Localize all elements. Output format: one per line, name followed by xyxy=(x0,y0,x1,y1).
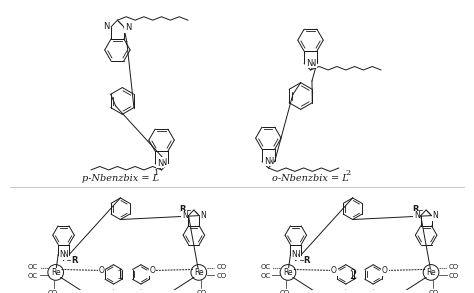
Text: 2: 2 xyxy=(345,168,350,177)
Text: N: N xyxy=(432,211,438,220)
Text: o-Nbenzbix = L: o-Nbenzbix = L xyxy=(272,174,349,183)
Text: CO: CO xyxy=(280,290,290,293)
Text: 1: 1 xyxy=(154,168,159,177)
Text: R: R xyxy=(180,205,186,214)
Text: N: N xyxy=(310,59,316,68)
Text: CO: CO xyxy=(217,273,227,279)
Text: N: N xyxy=(200,211,206,220)
Text: R: R xyxy=(304,256,310,265)
Text: R: R xyxy=(72,256,78,265)
Text: 1: 1 xyxy=(117,269,124,282)
Text: OC: OC xyxy=(260,273,270,279)
Text: Re: Re xyxy=(426,268,436,277)
Text: O: O xyxy=(382,266,388,275)
Text: CO: CO xyxy=(449,263,459,270)
Text: N: N xyxy=(157,159,164,168)
Text: N: N xyxy=(62,250,68,259)
Text: CO: CO xyxy=(217,263,227,270)
Text: OC: OC xyxy=(28,273,38,279)
Text: O: O xyxy=(99,266,105,275)
Text: Re: Re xyxy=(51,268,61,277)
Text: N: N xyxy=(125,23,131,32)
Text: Re: Re xyxy=(283,268,293,277)
Text: R: R xyxy=(412,205,418,214)
Text: 2: 2 xyxy=(349,269,356,282)
Text: CO: CO xyxy=(449,273,459,279)
Text: N: N xyxy=(294,250,300,259)
Text: OC: OC xyxy=(260,263,270,270)
Text: p-Nbenzbix = L: p-Nbenzbix = L xyxy=(82,174,159,183)
Text: CO: CO xyxy=(48,290,58,293)
Text: N: N xyxy=(414,211,420,220)
Text: N: N xyxy=(267,157,274,166)
Text: N: N xyxy=(264,157,270,166)
Text: O: O xyxy=(331,266,337,275)
Text: N: N xyxy=(59,250,65,259)
Text: N: N xyxy=(161,158,167,167)
Text: O: O xyxy=(150,266,155,275)
Text: N: N xyxy=(182,211,188,220)
Text: N: N xyxy=(292,250,297,259)
Text: N: N xyxy=(103,22,109,31)
Text: OC: OC xyxy=(28,263,38,270)
Text: CO: CO xyxy=(429,290,439,293)
Text: N: N xyxy=(306,59,312,68)
Text: Re: Re xyxy=(194,268,204,277)
Text: CO: CO xyxy=(197,290,207,293)
